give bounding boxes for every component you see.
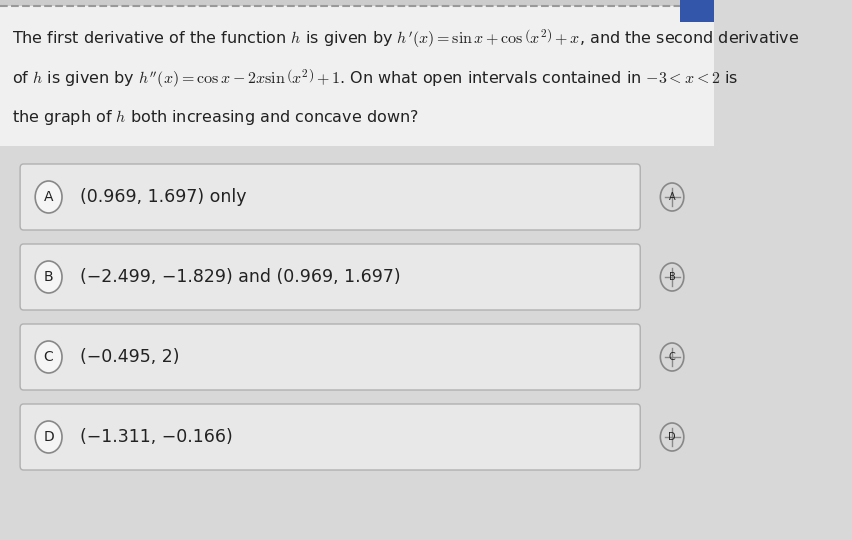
Circle shape — [660, 343, 684, 371]
Text: B: B — [669, 272, 676, 282]
Text: The first derivative of the function $h$ is given by $h'(x) = \sin x + \cos\left: The first derivative of the function $h$… — [12, 28, 799, 50]
Circle shape — [660, 423, 684, 451]
Circle shape — [35, 341, 62, 373]
FancyBboxPatch shape — [0, 6, 714, 146]
FancyBboxPatch shape — [681, 0, 714, 22]
FancyBboxPatch shape — [20, 164, 640, 230]
Circle shape — [660, 183, 684, 211]
Text: the graph of $h$ both increasing and concave down?: the graph of $h$ both increasing and con… — [12, 108, 418, 127]
Text: (−0.495, 2): (−0.495, 2) — [80, 348, 180, 366]
Circle shape — [35, 421, 62, 453]
Text: D: D — [668, 432, 676, 442]
Text: (−2.499, −1.829) and (0.969, 1.697): (−2.499, −1.829) and (0.969, 1.697) — [80, 268, 401, 286]
Text: B: B — [43, 270, 54, 284]
Circle shape — [660, 263, 684, 291]
Text: (−1.311, −0.166): (−1.311, −0.166) — [80, 428, 233, 446]
FancyBboxPatch shape — [20, 324, 640, 390]
Circle shape — [35, 181, 62, 213]
Text: C: C — [43, 350, 54, 364]
Text: C: C — [669, 352, 676, 362]
FancyBboxPatch shape — [20, 244, 640, 310]
Text: A: A — [669, 192, 676, 202]
Text: (0.969, 1.697) only: (0.969, 1.697) only — [80, 188, 247, 206]
Text: A: A — [43, 190, 54, 204]
FancyBboxPatch shape — [20, 404, 640, 470]
Circle shape — [35, 261, 62, 293]
Text: D: D — [43, 430, 54, 444]
Text: of $h$ is given by $h''(x) = \cos x - 2x\sin\left(x^2\right) + 1$. On what open : of $h$ is given by $h''(x) = \cos x - 2x… — [12, 68, 738, 90]
FancyBboxPatch shape — [0, 0, 714, 8]
